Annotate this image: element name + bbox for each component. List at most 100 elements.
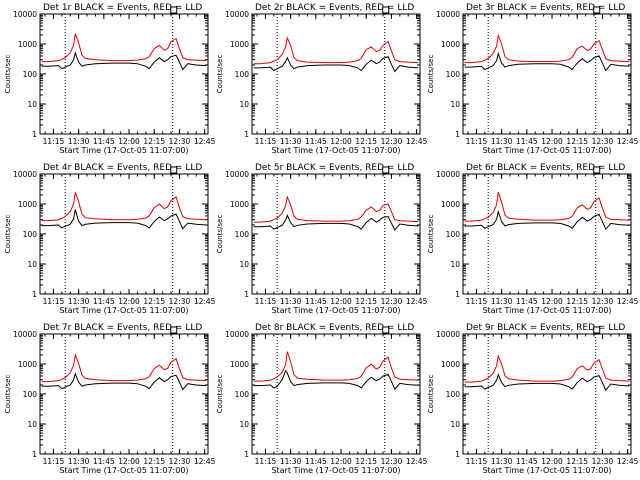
- marker-box: [382, 326, 390, 334]
- panel-det-6: Det 6r BLACK = Events, RED = LLD 1 10 100 10…: [427, 163, 639, 315]
- x-tick-label: 11:45: [516, 137, 538, 146]
- y-axis-label: Counts/sec: [216, 215, 224, 254]
- y-axis-label: Counts/sec: [4, 55, 12, 94]
- x-tick-label: 11:30: [280, 297, 302, 306]
- lld-series-line: [464, 191, 630, 222]
- x-tick-label: 12:15: [143, 457, 165, 466]
- panel-title: Det 3r BLACK = Events, RED = LLD: [466, 3, 625, 13]
- x-axis-label: Start Time (17-Oct-05 11:07:00): [271, 306, 400, 315]
- lld-series-line: [253, 36, 419, 65]
- y-tick-label: 1000: [441, 360, 460, 369]
- x-tick-label: 11:45: [93, 137, 115, 146]
- x-tick-label: 11:45: [305, 297, 327, 306]
- x-tick-label: 11:30: [491, 457, 513, 466]
- x-axis-label: Start Time (17-Oct-05 11:07:00): [59, 306, 188, 315]
- events-series-line: [253, 213, 419, 232]
- y-tick-label: 10: [27, 100, 37, 109]
- y-tick-label: 10000: [13, 330, 37, 339]
- y-tick-label: 1: [455, 130, 460, 139]
- x-tick-label: 12:30: [169, 137, 191, 146]
- panel-det-3: Det 3r BLACK = Events, RED = LLD 1 10 100 10…: [427, 3, 639, 155]
- events-series-line: [464, 51, 630, 72]
- x-axis-label: Start Time (17-Oct-05 11:07:00): [482, 466, 611, 475]
- y-tick-label: 10000: [225, 330, 249, 339]
- x-tick-label: 12:45: [617, 297, 639, 306]
- x-tick-label: 12:45: [406, 137, 428, 146]
- marker-box: [593, 326, 601, 334]
- x-tick-label: 12:15: [566, 297, 588, 306]
- x-tick-label: 12:00: [330, 137, 352, 146]
- x-tick-label: 12:00: [541, 137, 563, 146]
- y-tick-label: 10000: [13, 170, 37, 179]
- x-tick-label: 12:15: [143, 137, 165, 146]
- x-tick-label: 11:45: [305, 457, 327, 466]
- x-axis-label: Start Time (17-Oct-05 11:07:00): [59, 146, 188, 155]
- y-tick-label: 1: [455, 290, 460, 299]
- x-tick-label: 12:15: [355, 297, 377, 306]
- events-series-line: [41, 209, 207, 230]
- y-tick-label: 1: [244, 450, 249, 459]
- y-tick-label: 10000: [436, 330, 460, 339]
- marker-box: [170, 166, 178, 174]
- panel-title: Det 5r BLACK = Events, RED = LLD: [255, 163, 414, 173]
- x-tick-label: 11:45: [516, 297, 538, 306]
- x-tick-label: 11:15: [466, 457, 488, 466]
- y-tick-label: 100: [235, 230, 250, 239]
- marker-box: [593, 6, 601, 14]
- y-tick-label: 10: [27, 420, 37, 429]
- y-tick-label: 1000: [441, 200, 460, 209]
- x-tick-label: 11:45: [516, 457, 538, 466]
- lld-series-line: [464, 354, 630, 383]
- y-axis-label: Counts/sec: [427, 55, 435, 94]
- lld-series-line: [464, 33, 630, 64]
- y-tick-label: 100: [446, 230, 461, 239]
- y-tick-label: 1: [32, 130, 37, 139]
- x-tick-label: 12:00: [118, 137, 140, 146]
- y-tick-label: 10: [450, 260, 460, 269]
- y-tick-label: 1: [244, 290, 249, 299]
- x-tick-label: 12:00: [118, 457, 140, 466]
- x-tick-label: 12:00: [330, 297, 352, 306]
- y-tick-label: 1000: [441, 40, 460, 49]
- y-tick-label: 10: [239, 260, 249, 269]
- panel-det-5: Det 5r BLACK = Events, RED = LLD 1 10 100 10…: [216, 163, 428, 315]
- y-tick-label: 10: [450, 420, 460, 429]
- y-tick-label: 100: [235, 70, 250, 79]
- lld-series-line: [253, 195, 419, 223]
- lld-series-line: [41, 33, 207, 63]
- x-tick-label: 12:45: [406, 297, 428, 306]
- panel-title: Det 6r BLACK = Events, RED = LLD: [466, 163, 625, 173]
- panel-title: Det 8r BLACK = Events, RED = LLD: [255, 323, 414, 333]
- x-tick-label: 12:15: [355, 137, 377, 146]
- x-tick-label: 11:30: [280, 137, 302, 146]
- y-tick-label: 1000: [18, 200, 37, 209]
- x-tick-label: 12:45: [406, 457, 428, 466]
- x-tick-label: 12:30: [381, 297, 403, 306]
- y-tick-label: 100: [23, 70, 38, 79]
- y-tick-label: 1000: [18, 40, 37, 49]
- panel-title: Det 7r BLACK = Events, RED = LLD: [43, 323, 202, 333]
- x-tick-label: 12:30: [169, 457, 191, 466]
- x-axis-label: Start Time (17-Oct-05 11:07:00): [482, 146, 611, 155]
- x-axis-label: Start Time (17-Oct-05 11:07:00): [271, 466, 400, 475]
- x-tick-label: 11:15: [255, 457, 277, 466]
- y-tick-label: 100: [23, 390, 38, 399]
- x-tick-label: 11:30: [491, 297, 513, 306]
- y-axis-label: Counts/sec: [427, 375, 435, 414]
- lld-series-line: [41, 192, 207, 222]
- y-tick-label: 1000: [230, 40, 249, 49]
- x-tick-label: 11:30: [68, 457, 90, 466]
- panel-det-7: Det 7r BLACK = Events, RED = LLD 1 10 100 10…: [4, 323, 216, 475]
- y-tick-label: 10: [27, 260, 37, 269]
- y-tick-label: 1: [244, 130, 249, 139]
- lld-series-line: [41, 353, 207, 383]
- x-tick-label: 12:15: [566, 137, 588, 146]
- x-tick-label: 12:00: [330, 457, 352, 466]
- x-axis-label: Start Time (17-Oct-05 11:07:00): [482, 306, 611, 315]
- y-tick-label: 100: [446, 390, 461, 399]
- y-tick-label: 10000: [436, 170, 460, 179]
- y-tick-label: 10000: [436, 10, 460, 19]
- x-tick-label: 11:15: [466, 297, 488, 306]
